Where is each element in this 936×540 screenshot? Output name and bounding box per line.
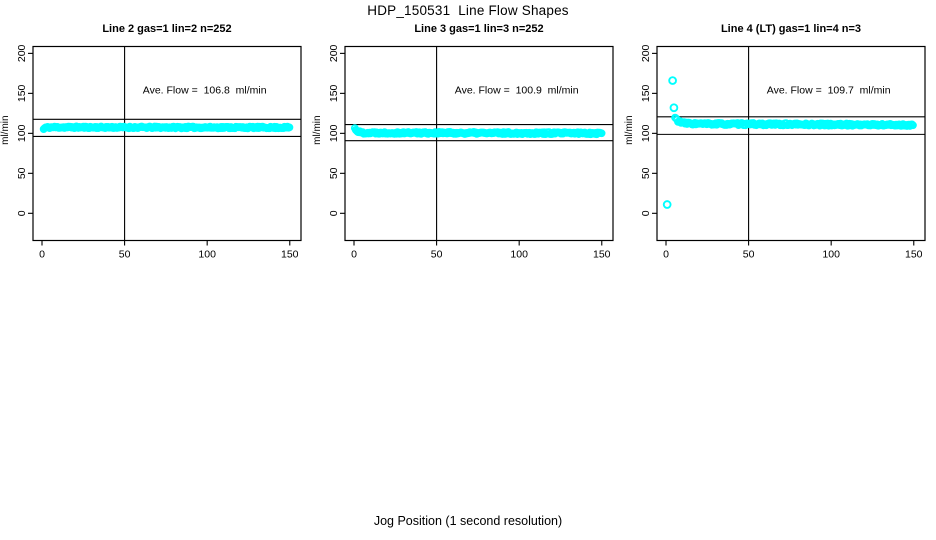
data-point (597, 129, 606, 138)
panel-title: Line 4 (LT) gas=1 lin=4 n=3 (721, 23, 861, 35)
y-tick-label: 50 (328, 167, 340, 179)
ave-flow-annotation: Ave. Flow = 109.7 ml/min (767, 85, 891, 97)
x-tick-label: 150 (281, 249, 299, 261)
x-tick-label: 50 (119, 249, 131, 261)
x-axis-label: Jog Position (1 second resolution) (373, 514, 563, 528)
y-axis-label: ml/min (624, 115, 635, 144)
x-tick-label: 50 (743, 249, 755, 261)
x-tick-label: 150 (905, 249, 923, 261)
x-tick-label: 50 (431, 249, 443, 261)
outlier-point (669, 103, 679, 113)
main-title: HDP_150531 Line Flow Shapes (367, 3, 569, 18)
panel-box (656, 45, 926, 242)
y-axis-label: ml/min (312, 115, 323, 144)
panel-box (32, 45, 302, 242)
y-tick-label: 100 (640, 124, 652, 142)
y-tick-label: 150 (16, 84, 28, 102)
y-tick-label: 100 (16, 124, 28, 142)
data-point (285, 123, 294, 132)
x-tick-label: 0 (351, 249, 357, 261)
y-tick-label: 0 (640, 210, 652, 216)
panel-title: Line 2 gas=1 lin=2 n=252 (102, 23, 231, 35)
outlier-point (662, 200, 672, 209)
x-tick-label: 150 (593, 249, 611, 261)
x-tick-label: 100 (510, 249, 528, 261)
y-tick-label: 200 (640, 44, 652, 62)
y-tick-label: 0 (16, 210, 28, 216)
y-tick-label: 150 (328, 84, 340, 102)
outlier-point (668, 76, 677, 85)
y-tick-label: 50 (16, 167, 28, 179)
y-axis-label: ml/min (0, 115, 11, 144)
y-tick-label: 50 (640, 167, 652, 179)
ave-flow-annotation: Ave. Flow = 100.9 ml/min (455, 85, 579, 97)
panel-box (344, 45, 614, 242)
data-point (909, 121, 917, 130)
x-tick-label: 0 (663, 249, 669, 261)
y-tick-label: 150 (640, 84, 652, 102)
y-tick-label: 200 (328, 44, 340, 62)
y-tick-label: 200 (16, 44, 28, 62)
y-tick-label: 0 (328, 210, 340, 216)
x-tick-label: 100 (198, 249, 216, 261)
panel-title: Line 3 gas=1 lin=3 n=252 (414, 23, 543, 35)
y-tick-label: 100 (328, 124, 340, 142)
x-tick-label: 100 (822, 249, 840, 261)
ave-flow-annotation: Ave. Flow = 106.8 ml/min (143, 85, 267, 97)
x-tick-label: 0 (39, 249, 45, 261)
